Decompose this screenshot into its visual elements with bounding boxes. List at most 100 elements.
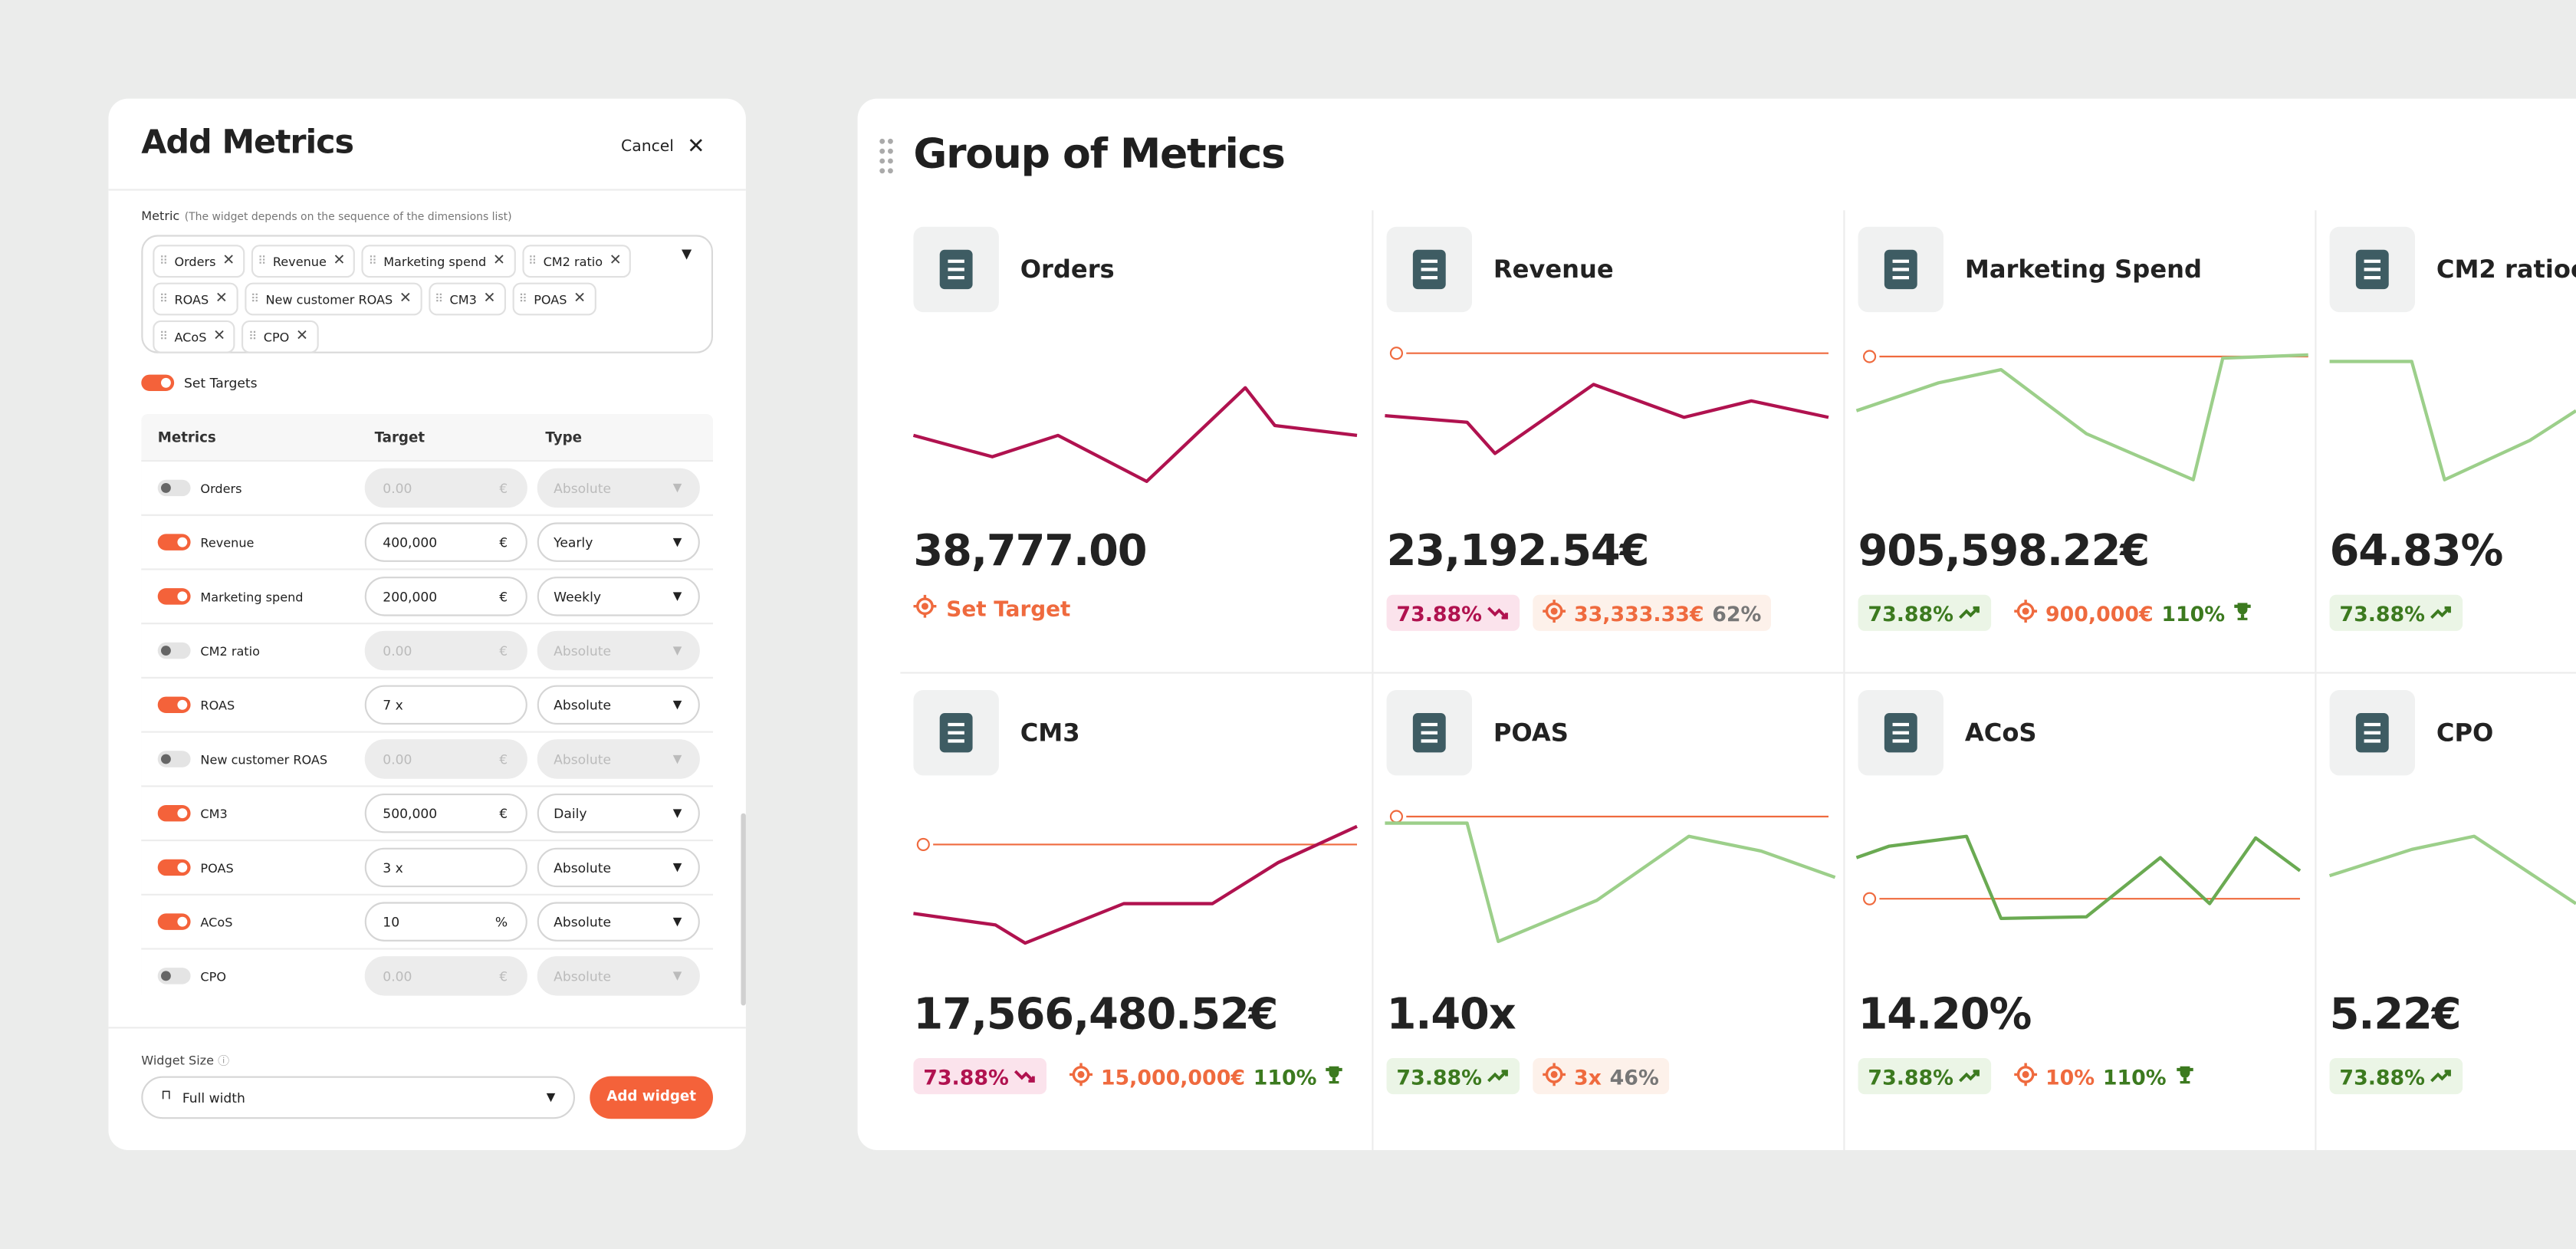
type-select[interactable]: Absolute ▼ <box>537 739 700 779</box>
remove-icon[interactable]: ✕ <box>399 291 412 307</box>
metric-chip[interactable]: ⠿ Orders ✕ <box>153 245 245 278</box>
type-select[interactable]: Absolute ▼ <box>537 902 700 942</box>
metric-chip[interactable]: ⠿ ROAS ✕ <box>153 282 238 316</box>
dropdown-arrow: ▼ <box>672 969 682 983</box>
grip: ⠿ <box>368 255 377 268</box>
target-input[interactable]: 400,000 € <box>364 522 527 562</box>
target-value: 0.00 <box>383 481 412 497</box>
remove-icon[interactable]: ✕ <box>573 291 586 307</box>
close-icon[interactable]: ✕ <box>687 134 705 159</box>
set-targets[interactable]: Set Targets <box>141 374 258 391</box>
metric-chip[interactable]: ⠿ CM2 ratio ✕ <box>521 245 632 278</box>
metric-chip[interactable]: ⠿ Revenue ✕ <box>251 245 356 278</box>
metric-value: 1.40x <box>1386 991 1516 1040</box>
change-badge: 73.88% <box>913 1058 1047 1095</box>
metric-chip[interactable]: ⠿ CM3 ✕ <box>428 282 506 316</box>
widget-size-select[interactable]: ⊓ Full width ▼ <box>141 1076 575 1119</box>
remove-icon[interactable]: ✕ <box>333 253 346 270</box>
remove-icon[interactable]: ✕ <box>609 253 622 270</box>
dropdown-arrow: ▼ <box>672 644 682 658</box>
toggle[interactable] <box>157 859 191 876</box>
remove-icon[interactable]: ✕ <box>492 253 505 270</box>
metric-name-label: ROAS <box>200 697 235 712</box>
toggle[interactable] <box>141 374 175 391</box>
type-select[interactable]: Absolute ▼ <box>537 685 700 725</box>
cancel-label[interactable]: Cancel <box>621 138 674 156</box>
type-value: Absolute <box>554 860 612 876</box>
toggle[interactable] <box>157 968 191 984</box>
metric-chip[interactable]: ⠿ POAS ✕ <box>512 282 596 316</box>
sparkline <box>1855 834 2302 920</box>
type-select[interactable]: Yearly ▼ <box>537 522 700 562</box>
target-icon <box>1543 1062 1566 1090</box>
target-input[interactable]: 0.00 € <box>364 630 527 671</box>
toggle[interactable] <box>157 696 191 713</box>
metric-value: 905,598.22€ <box>1858 527 2150 577</box>
widget-size-label: Widget Size ⓘ <box>141 1053 229 1070</box>
chip-label: POAS <box>534 291 567 307</box>
set-target-label[interactable]: Set Target <box>946 597 1071 623</box>
target-value: 200,000 <box>383 590 438 605</box>
metric-chip[interactable]: ⠿ Marketing spend ✕ <box>362 245 515 278</box>
metric-name: Marketing spend <box>157 588 303 605</box>
trophy-icon <box>1325 1064 1345 1089</box>
metric-icon <box>1858 226 1944 313</box>
divider <box>108 1027 746 1029</box>
metric-hint: (The widget depends on the sequence of t… <box>184 210 512 224</box>
toggle[interactable] <box>157 913 191 930</box>
widget-size-value[interactable]: Full width <box>182 1090 245 1106</box>
metric-value: 17,566,480.52€ <box>913 991 1278 1040</box>
target-pct: 110% <box>2102 1063 2167 1089</box>
drag-handle[interactable] <box>879 138 895 174</box>
trend-icon <box>2430 1064 2453 1089</box>
add-widget-button[interactable]: Add widget <box>590 1076 713 1119</box>
target-value: 0.00 <box>383 644 412 659</box>
type-select[interactable]: Absolute ▼ <box>537 956 700 996</box>
target-input[interactable]: 0.00 € <box>364 468 527 508</box>
target-input[interactable]: 500,000 € <box>364 794 527 833</box>
target-input[interactable]: 200,000 € <box>364 577 527 616</box>
target-line <box>916 347 2308 906</box>
target-pct: 62% <box>1712 600 1762 626</box>
metric-chip[interactable]: ⠿ CPO ✕ <box>242 320 318 353</box>
toggle[interactable] <box>157 588 191 605</box>
toggle[interactable] <box>157 805 191 822</box>
remove-icon[interactable]: ✕ <box>483 291 496 307</box>
type-select[interactable]: Absolute ▼ <box>537 468 700 508</box>
dropdown-arrow[interactable]: ▼ <box>681 246 692 261</box>
target-pct: 46% <box>1609 1063 1659 1089</box>
metric-chip[interactable]: ⠿ ACoS ✕ <box>153 320 236 353</box>
toggle[interactable] <box>157 751 191 767</box>
set-target-link[interactable]: Set Target <box>913 594 1071 625</box>
remove-icon[interactable]: ✕ <box>215 291 228 307</box>
metric-card: CM2 ratioo 64.83% 73.88% <box>2315 210 2576 674</box>
type-select[interactable]: Daily ▼ <box>537 794 700 833</box>
type-select[interactable]: Weekly ▼ <box>537 577 700 616</box>
metric-select[interactable]: ⠿ Orders ✕ ⠿ Revenue ✕ ⠿ Marketing spend ✕ ⠿ CM2 r… <box>141 235 713 353</box>
target-input[interactable]: 0.00 € <box>364 956 527 996</box>
toggle[interactable] <box>157 642 191 659</box>
target-input[interactable]: 0.00 € <box>364 739 527 779</box>
toggle[interactable] <box>157 479 191 497</box>
type-select[interactable]: Absolute ▼ <box>537 847 700 888</box>
type-value: Absolute <box>554 752 612 767</box>
cancel-button[interactable]: Cancel ✕ <box>621 135 705 159</box>
type-select[interactable]: Absolute ▼ <box>537 630 700 671</box>
target-input[interactable]: 10% <box>364 902 527 942</box>
remove-icon[interactable]: ✕ <box>213 328 226 345</box>
target-input[interactable]: 7 x <box>364 685 527 725</box>
remove-icon[interactable]: ✕ <box>295 328 309 345</box>
remove-icon[interactable]: ✕ <box>222 253 235 270</box>
metric-chip[interactable]: ⠿ New customer ROAS ✕ <box>244 282 422 316</box>
badge-row: 73.88% <box>2329 594 2463 631</box>
target-value: 33,333.33€ <box>1574 600 1704 626</box>
toggle[interactable] <box>157 534 191 551</box>
dropdown-arrow[interactable]: ▼ <box>546 1090 556 1104</box>
target-input[interactable]: 3 x <box>364 847 527 888</box>
scrollbar[interactable] <box>741 813 746 1006</box>
target-badge: 10% 110% <box>2004 1058 2203 1094</box>
add-widget-label[interactable]: Add widget <box>606 1089 697 1106</box>
target-badge: 15,000,000€ 110% <box>1060 1058 1354 1094</box>
target-unit: € <box>499 481 508 497</box>
target-value: 500,000 <box>383 807 438 822</box>
